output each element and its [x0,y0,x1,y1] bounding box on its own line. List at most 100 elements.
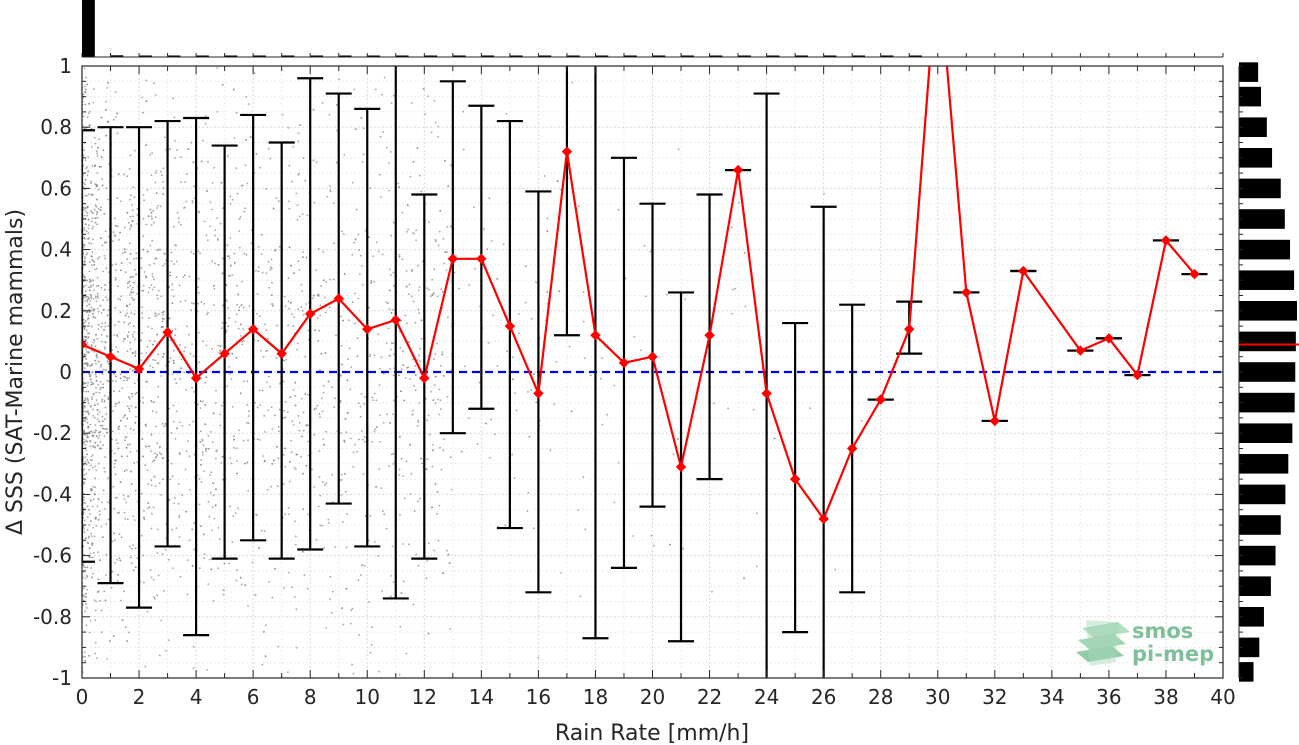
scatter-point [112,231,115,234]
scatter-point [236,569,239,571]
scatter-point [285,358,288,361]
scatter-point [360,265,363,267]
scatter-point [191,201,194,204]
scatter-point [86,410,89,413]
scatter-point [157,289,160,292]
scatter-point [216,449,218,452]
scatter-point [444,160,446,162]
scatter-point [98,420,101,423]
scatter-point [260,253,263,255]
scatter-point [267,260,270,263]
scatter-point [87,295,89,298]
scatter-point [105,108,107,111]
scatter-point [535,281,537,284]
top-histogram [81,0,1224,58]
scatter-point [104,325,107,328]
scatter-point [89,440,92,443]
scatter-point [96,154,99,157]
scatter-point [228,257,231,260]
scatter-point [358,438,360,441]
scatter-point [206,190,208,192]
scatter-point [161,553,164,555]
scatter-point [653,544,655,547]
scatter-point [151,239,154,242]
scatter-point [437,244,440,247]
scatter-point [398,468,401,471]
scatter-point [352,451,355,454]
scatter-point [383,513,386,516]
scatter-point [82,285,85,288]
scatter-point [408,293,410,296]
mean-point [476,253,487,264]
scatter-point [89,286,92,289]
scatter-point [83,519,86,522]
scatter-point [102,308,105,311]
scatter-point [130,562,133,565]
scatter-point [162,193,165,195]
scatter-point [90,364,93,367]
scatter-point [294,404,297,407]
scatter-point [242,328,245,331]
scatter-point [193,185,196,188]
scatter-point [106,428,108,430]
scatter-point [100,116,103,119]
scatter-point [188,539,191,542]
scatter-point [371,396,374,399]
scatter-point [441,353,444,356]
scatter-point [443,375,445,377]
scatter-point [130,393,133,395]
scatter-point [320,352,323,355]
y-tick-label: 0.8 [40,115,72,139]
scatter-point [95,334,97,336]
scatter-point [387,327,390,330]
scatter-point [319,304,322,307]
scatter-point [313,486,315,488]
mean-point [732,164,744,176]
scatter-point [124,251,126,254]
scatter-point [99,447,102,450]
scatter-point [231,274,234,276]
scatter-point [242,339,245,342]
scatter-point [127,631,130,634]
scatter-point [83,405,86,408]
scatter-point [288,307,291,310]
scatter-point [113,462,116,465]
scatter-point [343,233,345,236]
scatter-point [228,562,230,565]
scatter-point [98,411,101,413]
scatter-point [487,341,490,344]
x-tick-label: 34 [1039,685,1064,709]
scatter-point [203,444,205,446]
scatter-point [100,237,102,240]
scatter-point [173,339,176,341]
scatter-point [211,529,214,532]
scatter-point [649,250,652,253]
scatter-point [156,552,159,554]
scatter-point [86,351,88,353]
scatter-point [173,362,175,365]
scatter-point [88,556,91,558]
scatter-point [93,208,96,211]
scatter-point [350,437,352,440]
scatter-point [434,238,437,241]
scatter-point [313,201,316,204]
scatter-point [158,654,161,657]
scatter-point [388,354,391,357]
scatter-point [231,198,234,201]
scatter-point [116,112,118,115]
scatter-point [128,407,131,410]
scatter-point [92,415,95,417]
scatter-point [126,377,129,380]
scatter-point [209,474,212,476]
scatter-point [115,459,117,462]
scatter-point [174,157,176,160]
scatter-point [312,295,315,297]
scatter-point [105,553,108,556]
scatter-point [180,358,183,361]
scatter-point [83,229,86,231]
scatter-point [127,316,130,318]
scatter-point [88,289,91,292]
scatter-point [263,631,265,633]
scatter-point [111,570,114,573]
scatter-point [88,431,91,434]
